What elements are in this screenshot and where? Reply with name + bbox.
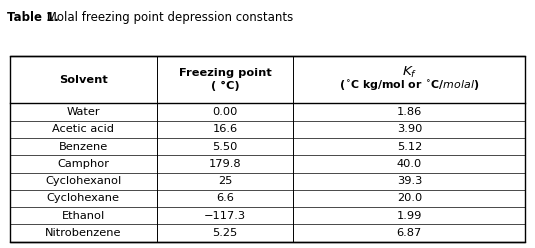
Text: Cyclohexanol: Cyclohexanol	[45, 176, 121, 186]
Text: 3.90: 3.90	[396, 124, 422, 134]
Text: Ethanol: Ethanol	[62, 211, 105, 221]
Text: 5.50: 5.50	[212, 142, 238, 152]
Text: Nitrobenzene: Nitrobenzene	[45, 228, 121, 238]
Text: Camphor: Camphor	[57, 159, 109, 169]
Text: Cyclohexane: Cyclohexane	[47, 193, 120, 204]
Text: Benzene: Benzene	[58, 142, 108, 152]
Text: Molal freezing point depression constants: Molal freezing point depression constant…	[43, 11, 294, 24]
Text: $\mathbf{({}^\circ\!C\ kg/mol\ or\ {}^\circ\!C/\mathit{molal})}$: $\mathbf{({}^\circ\!C\ kg/mol\ or\ {}^\c…	[339, 79, 479, 93]
Text: Acetic acid: Acetic acid	[52, 124, 114, 134]
Text: 0.00: 0.00	[212, 107, 238, 117]
Text: 40.0: 40.0	[397, 159, 422, 169]
Text: 5.25: 5.25	[212, 228, 238, 238]
Bar	[10, 56, 525, 242]
Text: 20.0: 20.0	[397, 193, 422, 204]
Text: 1.86: 1.86	[397, 107, 422, 117]
Text: 1.99: 1.99	[396, 211, 422, 221]
Text: 16.6: 16.6	[212, 124, 238, 134]
Text: $\mathbf{\mathit{K}}_{\mathbf{\mathit{f}}}$: $\mathbf{\mathit{K}}_{\mathbf{\mathit{f}…	[402, 65, 417, 80]
Text: 25: 25	[218, 176, 232, 186]
Text: 39.3: 39.3	[396, 176, 422, 186]
Text: Table 1.: Table 1.	[7, 11, 59, 24]
Text: 6.87: 6.87	[397, 228, 422, 238]
Text: Water: Water	[66, 107, 100, 117]
Text: 6.6: 6.6	[216, 193, 234, 204]
Text: −117.3: −117.3	[204, 211, 246, 221]
Text: 179.8: 179.8	[209, 159, 241, 169]
Text: Solvent: Solvent	[59, 74, 108, 85]
Text: Freezing point
( °C): Freezing point ( °C)	[179, 68, 271, 91]
Text: 5.12: 5.12	[397, 142, 422, 152]
